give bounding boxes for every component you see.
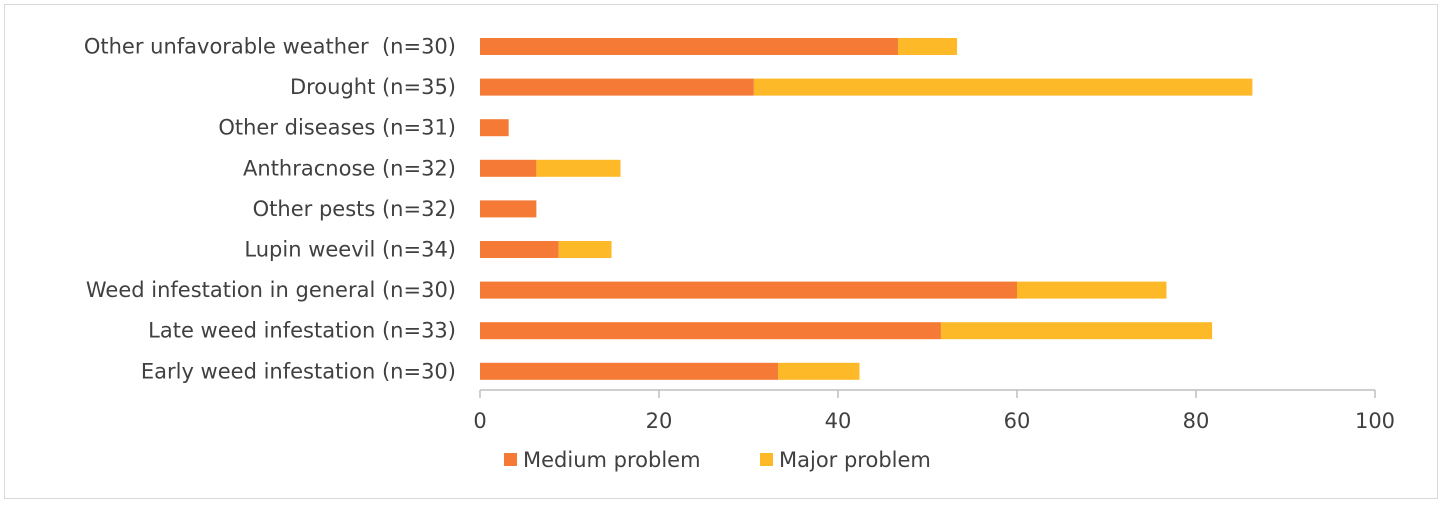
x-tick-label: 40 bbox=[825, 409, 852, 433]
bar-major-problem bbox=[778, 362, 860, 380]
category-label: Other diseases (n=31) bbox=[218, 116, 456, 140]
bar-major-problem bbox=[536, 159, 621, 177]
x-tick-label: 100 bbox=[1355, 409, 1395, 433]
bar-major-problem bbox=[558, 241, 612, 258]
bar-medium-problem bbox=[480, 281, 1017, 299]
x-tick-label: 0 bbox=[473, 409, 486, 433]
legend-label-major: Major problem bbox=[779, 448, 931, 472]
category-label: Anthracnose (n=32) bbox=[243, 156, 456, 180]
category-label: Late weed infestation (n=33) bbox=[148, 319, 456, 343]
category-label: Early weed infestation (n=30) bbox=[141, 359, 456, 383]
bar-major-problem bbox=[940, 322, 1213, 340]
category-label: Drought (n=35) bbox=[290, 75, 456, 99]
legend-swatch-major bbox=[760, 453, 773, 466]
x-axis-ticks: 0 20 40 60 80 100 bbox=[473, 390, 1395, 433]
x-tick-label: 20 bbox=[646, 409, 673, 433]
category-label: Weed infestation in general (n=30) bbox=[86, 278, 456, 302]
bar-medium-problem bbox=[480, 322, 941, 340]
legend-label-medium: Medium problem bbox=[523, 448, 701, 472]
bar-major-problem bbox=[1017, 281, 1167, 299]
bar-medium-problem bbox=[480, 362, 779, 380]
x-tick-label: 80 bbox=[1183, 409, 1210, 433]
bars bbox=[480, 38, 1253, 380]
bar-medium-problem bbox=[480, 119, 509, 137]
bar-major-problem bbox=[753, 78, 1253, 96]
category-label: Other unfavorable weather (n=30) bbox=[84, 35, 456, 59]
category-label: Lupin weevil (n=34) bbox=[244, 238, 456, 262]
category-label: Other pests (n=32) bbox=[253, 197, 456, 221]
bar-medium-problem bbox=[480, 159, 537, 177]
bar-medium-problem bbox=[480, 78, 754, 96]
legend-swatch-medium bbox=[504, 453, 517, 466]
bar-medium-problem bbox=[480, 241, 559, 258]
legend: Medium problem Major problem bbox=[504, 448, 931, 472]
bar-major-problem bbox=[897, 38, 958, 55]
category-labels: Other unfavorable weather (n=30) Drought … bbox=[84, 35, 456, 384]
bar-medium-problem bbox=[480, 38, 898, 55]
bar-medium-problem bbox=[480, 200, 537, 218]
x-tick-label: 60 bbox=[1004, 409, 1031, 433]
